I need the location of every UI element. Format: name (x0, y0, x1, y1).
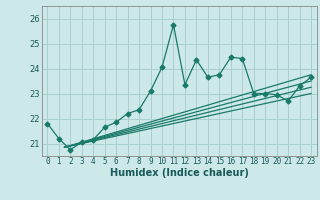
X-axis label: Humidex (Indice chaleur): Humidex (Indice chaleur) (110, 168, 249, 178)
